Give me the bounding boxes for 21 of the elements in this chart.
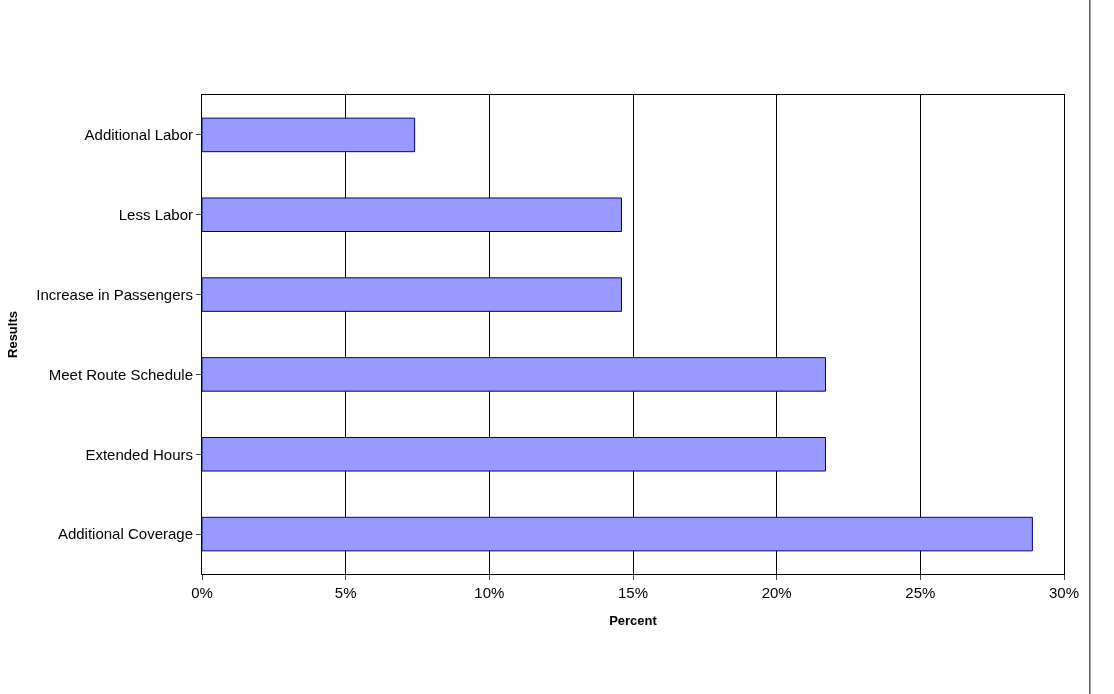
y-tick-label: Additional Labor <box>84 126 193 144</box>
x-tick-label: 20% <box>761 584 792 601</box>
x-tick-label: 15% <box>617 584 649 601</box>
y-tick-label: Meet Route Schedule <box>48 365 193 383</box>
bar <box>202 197 623 233</box>
y-axis-title: Results <box>5 311 21 358</box>
x-tick-label: 10% <box>474 584 505 601</box>
x-axis-title: Percent <box>609 612 658 628</box>
y-tick-label: Additional Coverage <box>57 525 193 543</box>
bar <box>202 516 1033 552</box>
y-tick-label: Less Labor <box>118 206 193 223</box>
bar <box>202 357 827 392</box>
x-tick-label: 25% <box>905 584 936 601</box>
y-tick-label: Extended Hours <box>85 445 193 463</box>
y-tick-label: Increase in Passengers <box>36 285 193 303</box>
bar <box>202 277 623 312</box>
bar <box>202 436 827 472</box>
x-tick-label: 0% <box>191 584 213 601</box>
x-tick-label: 30% <box>1048 584 1080 601</box>
x-tick-label: 5% <box>334 584 357 601</box>
bar <box>202 117 416 153</box>
